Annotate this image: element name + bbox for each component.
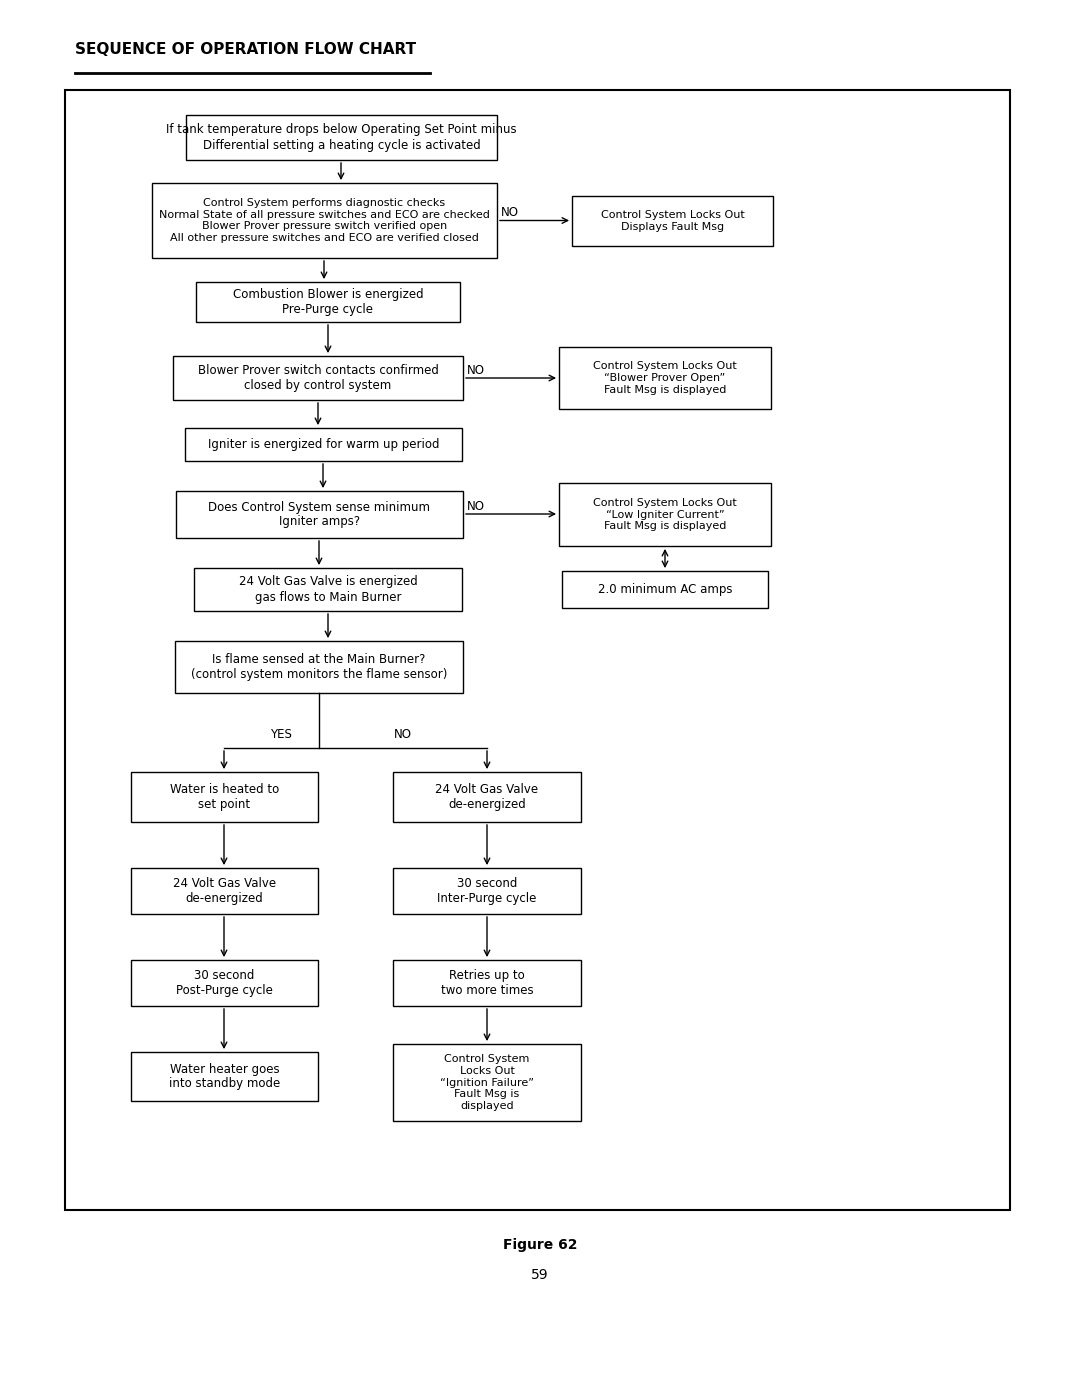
Bar <box>572 196 773 246</box>
Text: 30 second
Post-Purge cycle: 30 second Post-Purge cycle <box>176 970 273 997</box>
Text: NO: NO <box>501 205 519 219</box>
Text: 2.0 minimum AC amps: 2.0 minimum AC amps <box>597 583 732 597</box>
Text: 30 second
Inter-Purge cycle: 30 second Inter-Purge cycle <box>437 877 537 905</box>
Text: 59: 59 <box>531 1268 549 1282</box>
Bar <box>559 483 771 546</box>
Bar <box>185 427 462 461</box>
Text: Control System
Locks Out
“Ignition Failure”
Fault Msg is
displayed: Control System Locks Out “Ignition Failu… <box>440 1055 534 1111</box>
Text: SEQUENCE OF OPERATION FLOW CHART: SEQUENCE OF OPERATION FLOW CHART <box>75 42 416 57</box>
Text: Combustion Blower is energized
Pre-Purge cycle: Combustion Blower is energized Pre-Purge… <box>232 288 423 316</box>
Text: Water heater goes
into standby mode: Water heater goes into standby mode <box>168 1063 280 1091</box>
Bar <box>152 183 497 258</box>
Bar <box>194 569 462 610</box>
Bar <box>131 960 318 1006</box>
Text: NO: NO <box>394 728 411 740</box>
Text: Does Control System sense minimum
Igniter amps?: Does Control System sense minimum Ignite… <box>208 500 431 528</box>
Bar <box>393 960 581 1006</box>
Text: NO: NO <box>467 363 485 377</box>
Text: Retries up to
two more times: Retries up to two more times <box>441 970 534 997</box>
Bar <box>393 868 581 914</box>
Bar <box>131 773 318 821</box>
Text: Is flame sensed at the Main Burner?
(control system monitors the flame sensor): Is flame sensed at the Main Burner? (con… <box>191 652 447 680</box>
Text: YES: YES <box>270 728 292 740</box>
Bar <box>393 1044 581 1120</box>
Text: 24 Volt Gas Valve
de-energized: 24 Volt Gas Valve de-energized <box>435 782 539 812</box>
Text: Blower Prover switch contacts confirmed
closed by control system: Blower Prover switch contacts confirmed … <box>198 365 438 393</box>
Bar <box>131 1052 318 1101</box>
Bar <box>175 641 463 693</box>
Bar <box>173 356 463 400</box>
Text: Control System Locks Out
“Low Igniter Current”
Fault Msg is displayed: Control System Locks Out “Low Igniter Cu… <box>593 497 737 531</box>
Bar <box>559 346 771 409</box>
Text: Control System Locks Out
“Blower Prover Open”
Fault Msg is displayed: Control System Locks Out “Blower Prover … <box>593 362 737 394</box>
Text: If tank temperature drops below Operating Set Point minus
Differential setting a: If tank temperature drops below Operatin… <box>166 123 517 151</box>
Text: 24 Volt Gas Valve
de-energized: 24 Volt Gas Valve de-energized <box>173 877 276 905</box>
Bar <box>562 571 768 608</box>
Text: Igniter is energized for warm up period: Igniter is energized for warm up period <box>207 439 440 451</box>
Text: Water is heated to
set point: Water is heated to set point <box>170 782 279 812</box>
Bar <box>131 868 318 914</box>
Bar <box>186 115 497 161</box>
Bar <box>65 89 1010 1210</box>
Bar <box>176 490 463 538</box>
Bar <box>393 773 581 821</box>
Text: Control System performs diagnostic checks
Normal State of all pressure switches : Control System performs diagnostic check… <box>159 198 490 243</box>
Text: 24 Volt Gas Valve is energized
gas flows to Main Burner: 24 Volt Gas Valve is energized gas flows… <box>239 576 417 604</box>
Bar <box>195 282 460 321</box>
Text: Control System Locks Out
Displays Fault Msg: Control System Locks Out Displays Fault … <box>600 210 744 232</box>
Text: NO: NO <box>467 500 485 513</box>
Text: Figure 62: Figure 62 <box>503 1238 577 1252</box>
